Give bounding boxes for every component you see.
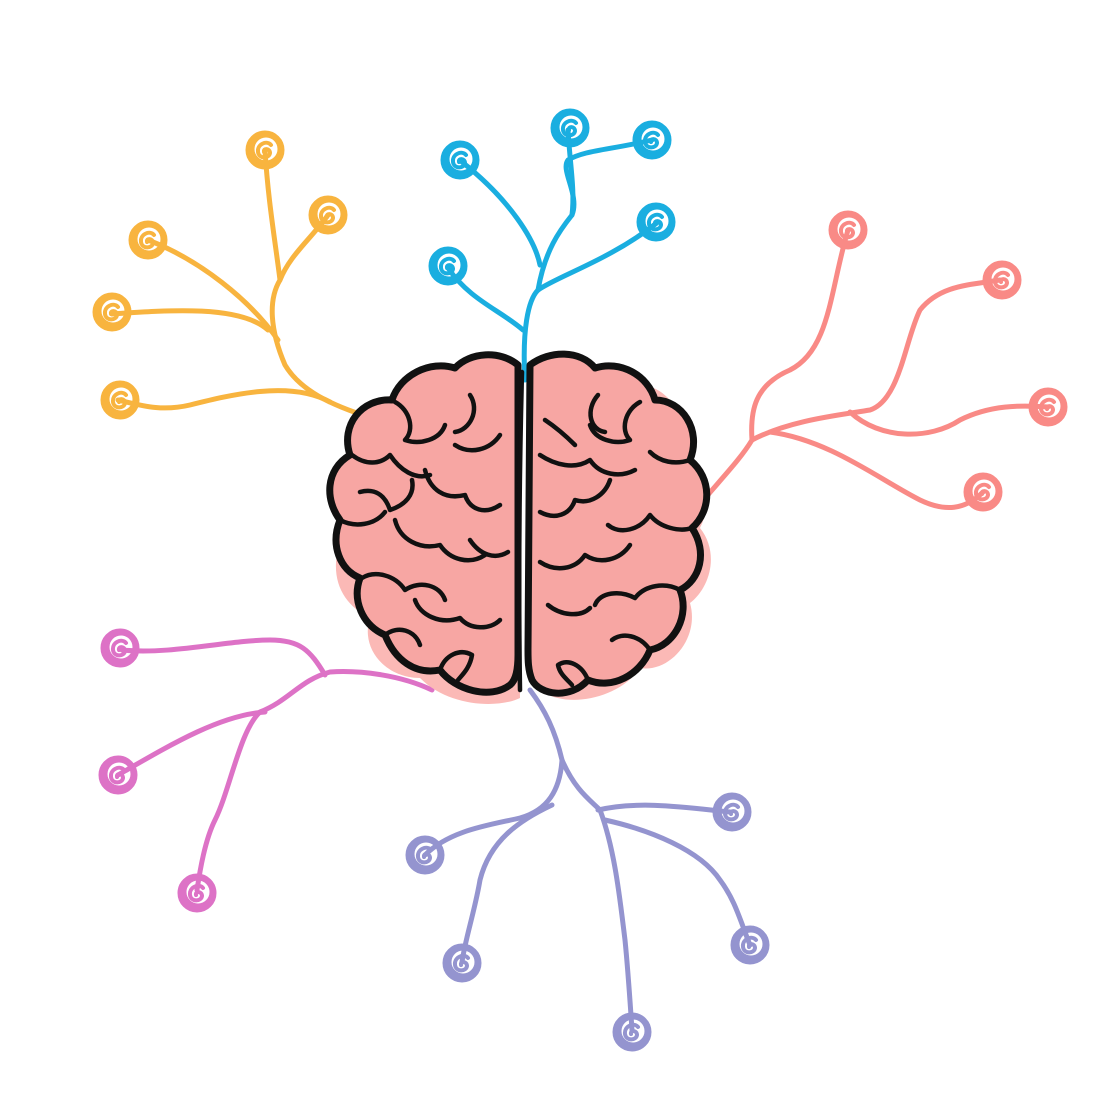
node-lower-left-1 bbox=[100, 628, 140, 668]
branch-top bbox=[445, 127, 661, 383]
node-right-2 bbox=[982, 260, 1022, 300]
node-bottom-2 bbox=[442, 943, 482, 983]
node-upper-left-5 bbox=[100, 380, 140, 420]
node-upper-left-4 bbox=[92, 292, 132, 332]
node-bottom-1 bbox=[405, 835, 445, 875]
node-top-2 bbox=[550, 108, 590, 148]
node-right-1 bbox=[828, 210, 868, 250]
brain-icon bbox=[326, 350, 711, 704]
node-bottom-4 bbox=[712, 792, 752, 832]
branch-right bbox=[692, 227, 1051, 513]
node-upper-left-3 bbox=[128, 220, 168, 260]
branch-bottom bbox=[422, 687, 753, 1033]
node-upper-left-1 bbox=[245, 130, 285, 170]
node-lower-left-3 bbox=[177, 873, 217, 913]
node-upper-left-2 bbox=[308, 195, 348, 235]
branch-lower-left bbox=[115, 637, 435, 893]
node-top-3 bbox=[632, 120, 672, 160]
node-top-1 bbox=[440, 140, 480, 180]
node-right-4 bbox=[963, 472, 1003, 512]
branch-nodes bbox=[92, 108, 1068, 1052]
branch-upper-left bbox=[109, 147, 375, 421]
node-bottom-5 bbox=[730, 925, 770, 965]
node-top-4 bbox=[636, 202, 676, 242]
node-right-3 bbox=[1028, 387, 1068, 427]
node-bottom-3 bbox=[612, 1012, 652, 1052]
node-top-5 bbox=[428, 246, 468, 286]
node-lower-left-2 bbox=[98, 755, 138, 795]
